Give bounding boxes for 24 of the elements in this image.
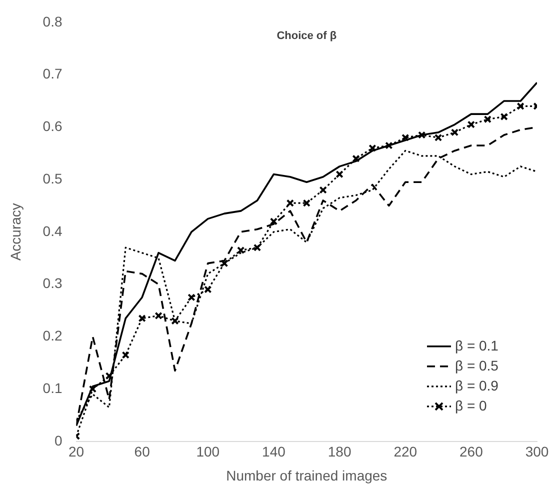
x-tick-label: 220 [394, 444, 418, 460]
legend-label: β = 0.9 [455, 377, 499, 394]
x-axis-title: Number of trained images [226, 467, 388, 484]
x-tick-label: 260 [460, 444, 484, 460]
legend-label: β = 0.1 [455, 337, 499, 354]
text: Choice of β [276, 30, 337, 42]
y-tick-label: 0.1 [42, 380, 62, 396]
y-tick-label: 0.5 [42, 170, 62, 186]
y-tick-label: 0.7 [42, 66, 62, 82]
x-tick-label: 60 [134, 444, 150, 460]
legend-label: β = 0.5 [455, 357, 499, 374]
y-tick-label: 0.2 [42, 328, 62, 344]
x-tick-label: 180 [328, 444, 352, 460]
y-tick-label: 0.6 [42, 118, 62, 134]
y-tick-label: 0.8 [42, 13, 62, 30]
y-tick-label: 0.3 [42, 275, 62, 292]
x-tick-label: 140 [262, 444, 286, 460]
x-tick-label: 300 [525, 444, 549, 460]
y-axis-title: Accuracy [7, 203, 24, 261]
y-tick-label: 0.4 [42, 222, 62, 239]
legend-label: β = 0 [455, 397, 488, 414]
y-tick-label: 0 [54, 432, 62, 448]
x-tick-label: 20 [68, 444, 84, 460]
x-tick-label: 100 [196, 444, 220, 460]
